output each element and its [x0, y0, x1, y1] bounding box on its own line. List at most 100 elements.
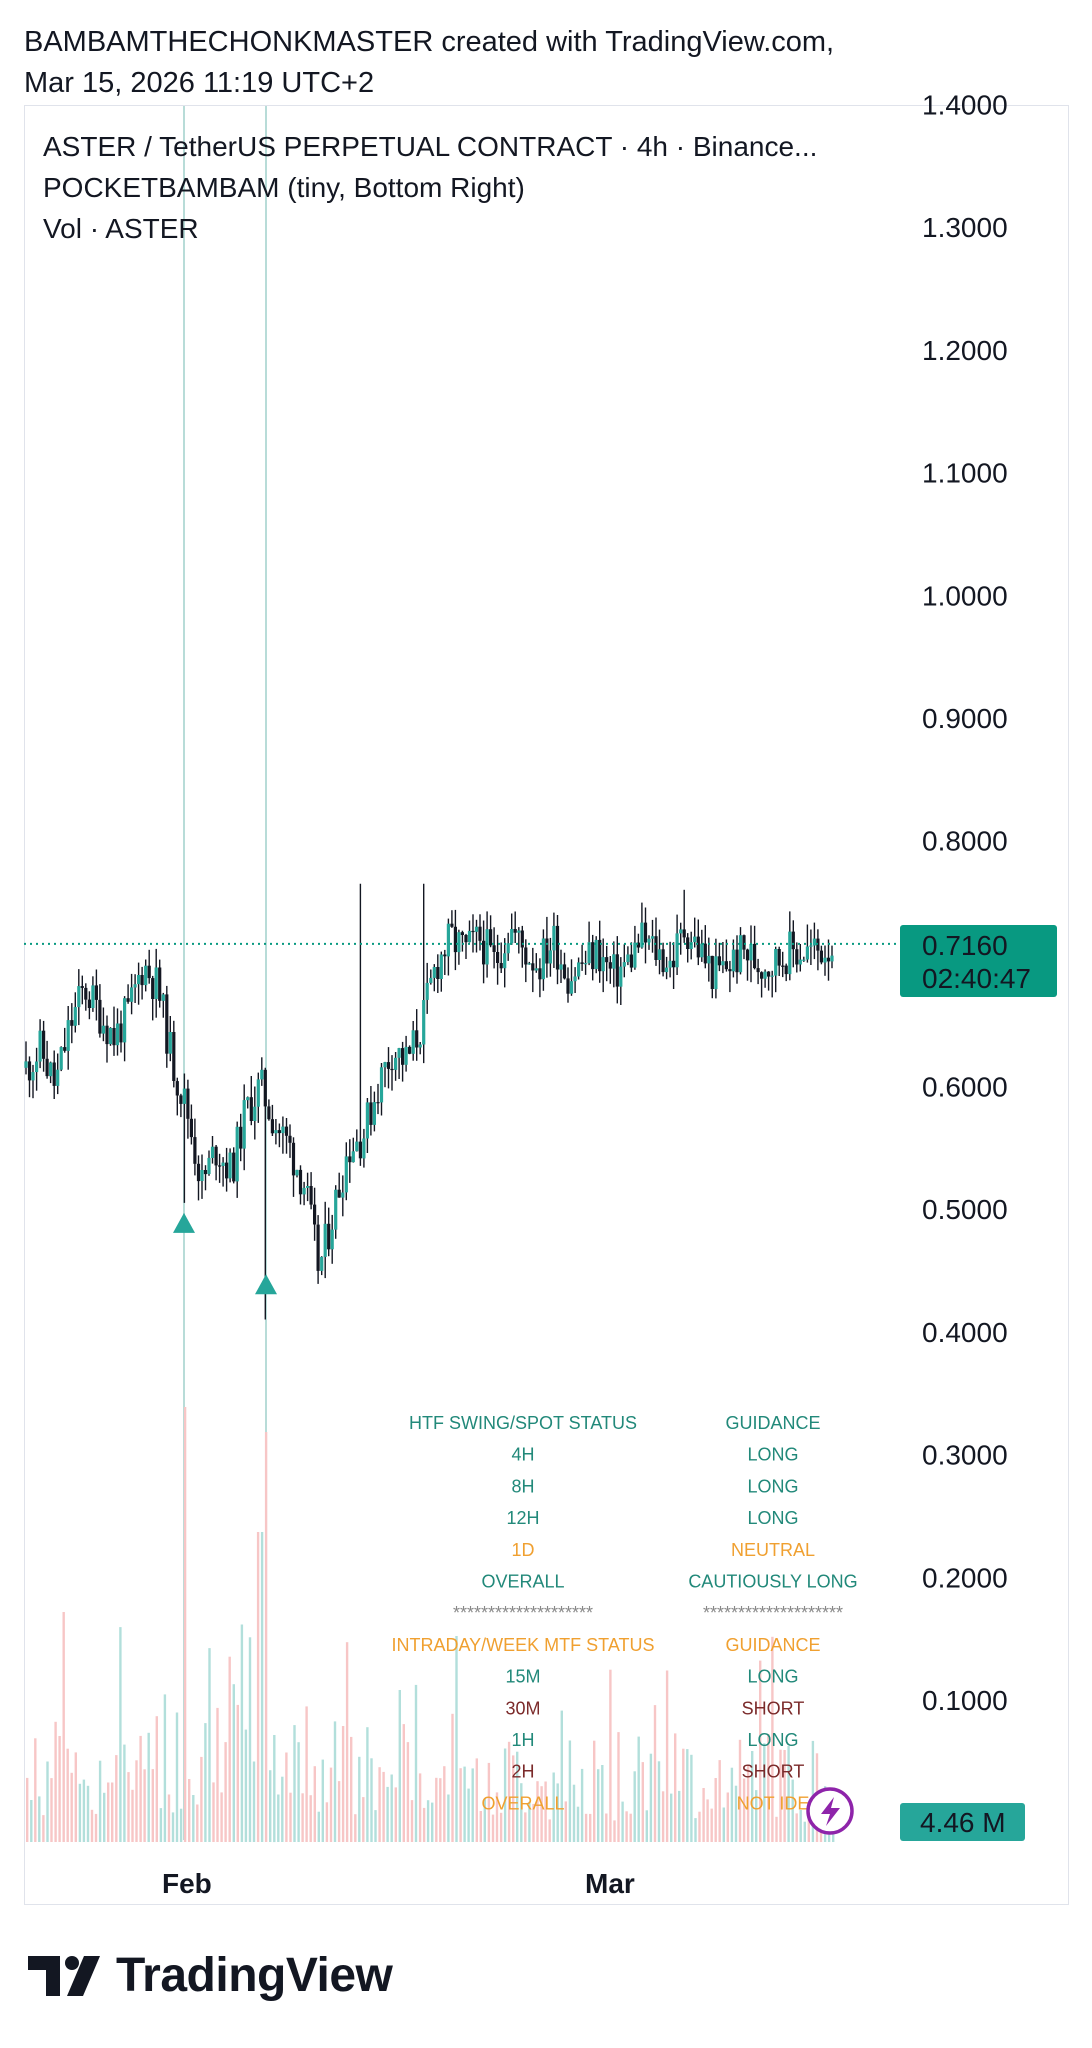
volume-bar — [536, 1781, 539, 1842]
candle-up — [457, 932, 461, 953]
candle-up — [334, 1189, 338, 1230]
candle-up — [295, 1169, 299, 1176]
volume-bar — [135, 1760, 138, 1842]
candle-up — [221, 1162, 225, 1166]
lightning-icon — [821, 1797, 840, 1826]
status-table-left-cell: 4H — [511, 1445, 534, 1465]
price-axis: 0.1000 0.2000 0.3000 0.4000 0.5000 0.6000 0.80… — [922, 89, 1008, 1716]
candle-up — [738, 935, 743, 973]
candle-up — [633, 942, 637, 968]
candle-down — [826, 957, 831, 962]
candle-down — [753, 943, 757, 969]
y-tick-label: 0.3000 — [922, 1440, 1008, 1471]
volume-bar — [690, 1754, 693, 1842]
status-table-left-cell: OVERALL — [481, 1793, 564, 1813]
legend-indicator[interactable]: POCKETBAMBAM (tiny, Bottom Right) — [43, 172, 525, 203]
volume-bar — [256, 1532, 260, 1842]
candle-up — [35, 1061, 39, 1073]
volume-bar — [167, 1794, 171, 1842]
status-table-right-cell: LONG — [747, 1667, 798, 1687]
volume-bar — [143, 1769, 146, 1842]
candle-up — [823, 957, 827, 963]
status-table-left-cell: 30M — [505, 1698, 540, 1718]
candle-up — [573, 976, 577, 982]
volume-bar — [204, 1723, 207, 1842]
candle-down — [654, 936, 658, 960]
volume-bar — [378, 1767, 381, 1842]
candle-up — [379, 1067, 384, 1103]
candle-down — [84, 987, 88, 1000]
candle-up — [383, 1062, 387, 1068]
volume-bar — [471, 1768, 474, 1842]
volume-bar — [90, 1809, 94, 1842]
candle-up — [798, 959, 802, 965]
candles — [24, 883, 834, 1320]
volume-bar — [107, 1782, 110, 1842]
volume-bar — [139, 1735, 142, 1842]
candle-up — [802, 959, 806, 961]
volume-bar — [787, 1745, 790, 1842]
volume-bar — [34, 1738, 37, 1842]
y-tick-label: 0.4000 — [922, 1317, 1008, 1348]
volume-badge-value: 4.46 M — [920, 1807, 1006, 1838]
candle-up — [38, 1030, 42, 1062]
volume-bar — [641, 1762, 644, 1842]
volume-bar — [66, 1748, 69, 1842]
candle-down — [598, 939, 602, 972]
candle-down — [27, 1061, 32, 1081]
candle-down — [175, 1081, 179, 1096]
candle-up — [731, 949, 735, 972]
volume-bar — [175, 1712, 179, 1842]
volume-bar — [394, 1787, 397, 1842]
candle-down — [443, 954, 447, 957]
candle-up — [577, 962, 581, 977]
volume-bar — [414, 1684, 418, 1842]
status-table-left-cell: 1D — [511, 1540, 534, 1560]
candle-down — [112, 1028, 116, 1046]
volume-bar — [228, 1656, 231, 1842]
legend-volume[interactable]: Vol · ASTER — [43, 213, 199, 244]
candle-up — [242, 1100, 246, 1149]
candle-down — [724, 961, 728, 970]
candle-up — [439, 954, 443, 979]
volume-bar — [354, 1814, 357, 1842]
candle-down — [267, 1106, 271, 1120]
candle-up — [812, 938, 816, 946]
volume-bar — [329, 1767, 333, 1842]
volume-bar — [54, 1721, 57, 1842]
volume-bar — [313, 1766, 316, 1842]
volume-bar — [155, 1716, 158, 1842]
volume-bar — [240, 1624, 244, 1842]
candle-down — [94, 985, 98, 1000]
volume-bar — [252, 1761, 256, 1842]
volume-bar — [341, 1726, 345, 1842]
candle-down — [717, 956, 721, 966]
legend-symbol[interactable]: ASTER / TetherUS PERPETUAL CONTRACT · 4h… — [43, 131, 818, 162]
candle-up — [679, 929, 683, 934]
candle-up — [182, 1088, 186, 1104]
status-table-left-cell: HTF SWING/SPOT STATUS — [409, 1413, 637, 1433]
candle-down — [186, 1088, 190, 1119]
volume-bar — [544, 1781, 547, 1842]
volume-bar — [244, 1729, 248, 1842]
candle-up — [749, 943, 753, 961]
candle-down — [591, 942, 595, 970]
candle-down — [464, 935, 468, 943]
candle-down — [277, 1130, 281, 1134]
candle-down — [63, 1047, 67, 1051]
volume-bar — [742, 1778, 746, 1842]
candle-down — [270, 1119, 274, 1134]
candle-up — [517, 930, 521, 933]
status-table-right-cell: ******************** — [703, 1603, 843, 1623]
y-tick-label: 1.4000 — [922, 89, 1008, 120]
candle-up — [506, 943, 510, 954]
volume-bar — [722, 1807, 725, 1842]
candle-up — [323, 1223, 327, 1257]
candle-up — [260, 1069, 264, 1080]
volume-bar — [131, 1789, 134, 1842]
candle-down — [147, 965, 151, 979]
y-tick-label: 0.1000 — [922, 1685, 1008, 1716]
candle-up — [59, 1047, 63, 1070]
volume-bar — [220, 1792, 223, 1842]
